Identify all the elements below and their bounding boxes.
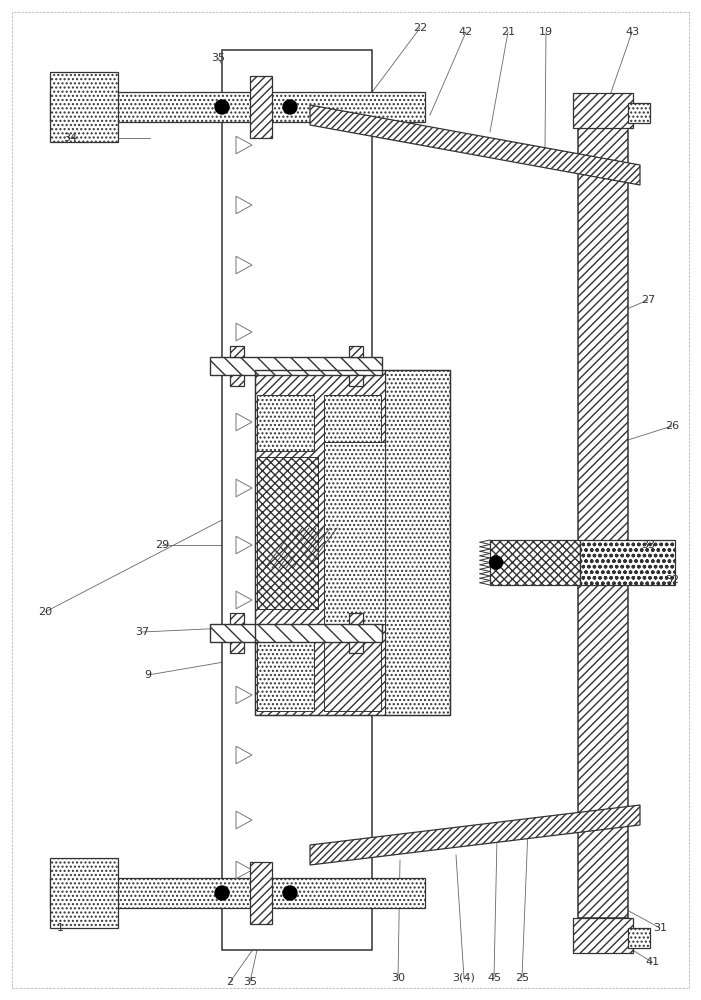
- Text: 2: 2: [226, 977, 233, 987]
- Bar: [255, 370, 385, 715]
- Text: 30: 30: [391, 973, 405, 983]
- Bar: [230, 642, 244, 653]
- Text: 9: 9: [144, 670, 151, 680]
- Bar: [257, 635, 314, 711]
- Text: 26: 26: [665, 421, 679, 431]
- Text: 33: 33: [641, 540, 655, 550]
- Bar: [230, 346, 244, 357]
- Bar: [385, 370, 450, 715]
- Text: 32: 32: [665, 575, 679, 585]
- Bar: [490, 540, 580, 585]
- Bar: [222, 50, 372, 950]
- Text: 1: 1: [57, 923, 64, 933]
- Text: 19: 19: [539, 27, 553, 37]
- Bar: [250, 862, 272, 924]
- Bar: [324, 395, 381, 451]
- Text: 21: 21: [501, 27, 515, 37]
- Bar: [573, 93, 633, 128]
- Text: 20: 20: [38, 607, 52, 617]
- Text: 37: 37: [135, 627, 149, 637]
- Polygon shape: [310, 105, 640, 185]
- Bar: [257, 457, 318, 609]
- Text: 35: 35: [243, 977, 257, 987]
- Bar: [578, 128, 628, 918]
- Bar: [324, 442, 385, 624]
- Bar: [349, 613, 363, 624]
- Bar: [580, 540, 675, 585]
- Text: 45: 45: [487, 973, 501, 983]
- Bar: [349, 346, 363, 357]
- Bar: [210, 357, 382, 375]
- Bar: [349, 375, 363, 386]
- Text: 34: 34: [63, 133, 77, 143]
- Bar: [50, 878, 425, 908]
- Text: 41: 41: [645, 957, 659, 967]
- Bar: [50, 858, 118, 928]
- Bar: [628, 103, 650, 123]
- Text: 3(4): 3(4): [453, 973, 475, 983]
- Text: 22: 22: [413, 23, 427, 33]
- Bar: [50, 72, 118, 142]
- Polygon shape: [310, 805, 640, 865]
- Bar: [230, 613, 244, 624]
- Bar: [50, 92, 425, 122]
- Circle shape: [215, 886, 229, 900]
- Text: 31: 31: [653, 923, 667, 933]
- Bar: [349, 642, 363, 653]
- Bar: [210, 624, 382, 642]
- Bar: [257, 395, 314, 451]
- Bar: [250, 76, 272, 138]
- Text: 35: 35: [211, 53, 225, 63]
- Text: 27: 27: [641, 295, 655, 305]
- Bar: [573, 918, 633, 953]
- Text: 42: 42: [459, 27, 473, 37]
- Text: 43: 43: [625, 27, 639, 37]
- Text: 29: 29: [155, 540, 169, 550]
- Bar: [324, 640, 381, 711]
- Bar: [628, 928, 650, 948]
- Bar: [255, 370, 450, 715]
- Circle shape: [283, 886, 297, 900]
- Circle shape: [489, 556, 503, 569]
- Circle shape: [215, 100, 229, 114]
- Circle shape: [283, 100, 297, 114]
- Bar: [230, 375, 244, 386]
- Text: 25: 25: [515, 973, 529, 983]
